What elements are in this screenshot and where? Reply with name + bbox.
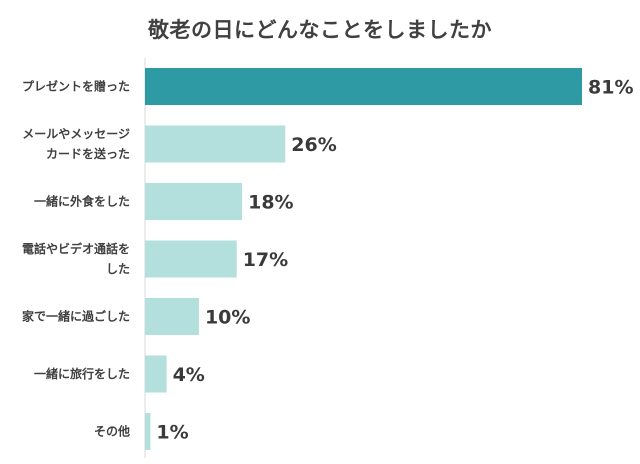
bar-5 xyxy=(145,298,199,335)
bar-2 xyxy=(145,125,286,163)
category-label-1: プレゼントを贈った xyxy=(22,79,130,94)
value-label-3: 18% xyxy=(248,192,293,214)
bar-3 xyxy=(145,183,243,220)
value-label-4: 17% xyxy=(243,249,288,271)
bar-4 xyxy=(145,240,237,278)
value-label-5: 10% xyxy=(205,307,250,329)
category-label-5: 家で一緒に過ごした xyxy=(22,309,130,324)
category-label-7: その他 xyxy=(94,424,130,439)
category-label-4-line-2: した xyxy=(106,262,130,276)
category-label-3: 一緒に外食をした xyxy=(34,194,130,209)
value-label-1: 81% xyxy=(588,77,633,99)
bar-7 xyxy=(145,413,151,450)
value-label-2: 26% xyxy=(291,134,336,156)
category-label-6: 一緒に旅行をした xyxy=(34,366,130,381)
chart-title: 敬老の日にどんなことをしましたか xyxy=(148,18,492,42)
value-label-6: 4% xyxy=(173,364,205,386)
category-label-2-line-2: カードを送った xyxy=(46,146,130,161)
category-label-4-line-1: 電話やビデオ通話を xyxy=(22,241,130,256)
bar-6 xyxy=(145,355,167,393)
value-label-7: 1% xyxy=(156,422,188,444)
bar-1 xyxy=(145,68,582,105)
category-label-2-line-1: メールやメッセージ xyxy=(22,127,130,141)
